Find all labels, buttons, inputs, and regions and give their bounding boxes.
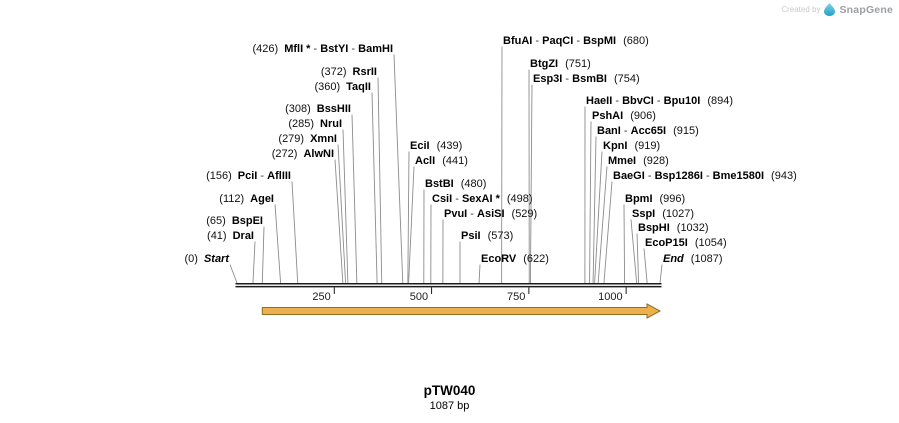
- watermark-brand: SnapGene: [839, 3, 893, 16]
- leader-line: [408, 166, 415, 284]
- leader-line: [603, 181, 613, 284]
- leader-line: [630, 219, 638, 284]
- leader-line: [659, 264, 663, 284]
- leader-line: [589, 121, 592, 284]
- leader-line: [636, 233, 640, 284]
- leader-line: [393, 54, 404, 284]
- orf-feature-arrow: [261, 303, 662, 319]
- ruler-label: 1000: [598, 291, 622, 303]
- leader-line: [529, 84, 533, 284]
- leader-line: [371, 92, 378, 284]
- leader-line: [407, 151, 410, 284]
- leader-line: [592, 136, 597, 284]
- leader-line: [229, 264, 238, 284]
- watermark: Created by SnapGene: [781, 3, 893, 16]
- leader-line: [252, 241, 256, 284]
- leader-line: [643, 248, 648, 284]
- leader-line: [351, 114, 358, 284]
- leader-line: [261, 226, 265, 284]
- leader-line: [334, 159, 344, 284]
- leader-line: [342, 129, 349, 284]
- plasmid-length: 1087 bp: [429, 400, 470, 412]
- leader-line: [478, 264, 481, 284]
- plasmid-title: pTW040: [423, 383, 476, 398]
- leader-line: [623, 204, 626, 284]
- sequence-line-top-strand: [235, 283, 662, 285]
- snapgene-logo-icon: [824, 3, 836, 16]
- leader-line: [377, 77, 383, 284]
- ruler-label: 750: [507, 291, 525, 303]
- ruler-label: 500: [410, 291, 428, 303]
- leader-line: [597, 166, 608, 284]
- leader-line: [274, 204, 282, 284]
- leader-line: [337, 144, 347, 284]
- watermark-created-by: Created by: [781, 5, 821, 14]
- sequence-line-bottom-strand: [235, 285, 662, 288]
- leader-line: [594, 151, 603, 284]
- leader-line: [291, 181, 299, 284]
- ruler-label: 250: [312, 291, 330, 303]
